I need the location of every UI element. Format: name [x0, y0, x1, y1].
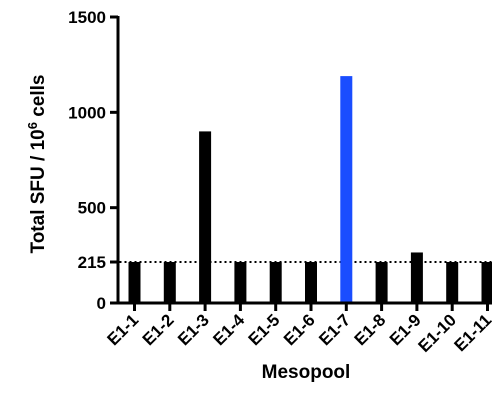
bar-e1-3 [199, 131, 211, 303]
x-tick-label: E1-6 [280, 310, 319, 349]
bar-e1-10 [446, 262, 458, 303]
bar-e1-2 [164, 262, 176, 303]
x-tick-label: E1-3 [174, 310, 213, 349]
y-axis-title-superscript: 6 [25, 122, 40, 129]
bar-e1-11 [482, 262, 492, 303]
y-tick-label: 1500 [68, 8, 106, 27]
x-tick-label: E1-11 [450, 310, 492, 355]
x-tick-label: E1-8 [351, 310, 390, 349]
x-tick-label: E1-5 [245, 310, 284, 349]
x-tick-label: E1-7 [315, 310, 354, 349]
x-tick-label: E1-2 [139, 310, 178, 349]
y-axis-title-main: Total SFU / 10 [28, 129, 49, 253]
y-tick-label: 215 [78, 253, 106, 272]
y-tick-label: 0 [97, 294, 106, 313]
y-axis-title: Total SFU / 106 cells [25, 74, 49, 253]
bar-e1-8 [376, 262, 388, 303]
bar-e1-6 [305, 262, 317, 303]
x-tick-label: E1-4 [209, 310, 248, 349]
y-tick-label: 500 [78, 199, 106, 218]
y-tick-label: 1000 [68, 103, 106, 122]
y-axis-title-suffix: cells [28, 74, 49, 122]
x-axis: E1-1E1-2E1-3E1-4E1-5E1-6E1-7E1-8E1-9E1-1… [103, 303, 492, 356]
bar-e1-5 [270, 262, 282, 303]
bars [129, 76, 492, 303]
bar-e1-1 [129, 262, 141, 303]
bar-e1-7 [340, 76, 352, 303]
y-axis: 0 215 500 1000 1500 [68, 8, 118, 313]
x-axis-title: Mesopool [262, 362, 351, 383]
bar-e1-9 [411, 252, 423, 303]
x-tick-label: E1-1 [103, 310, 142, 349]
bar-e1-4 [234, 262, 246, 303]
x-tick-label: E1-10 [415, 310, 461, 356]
